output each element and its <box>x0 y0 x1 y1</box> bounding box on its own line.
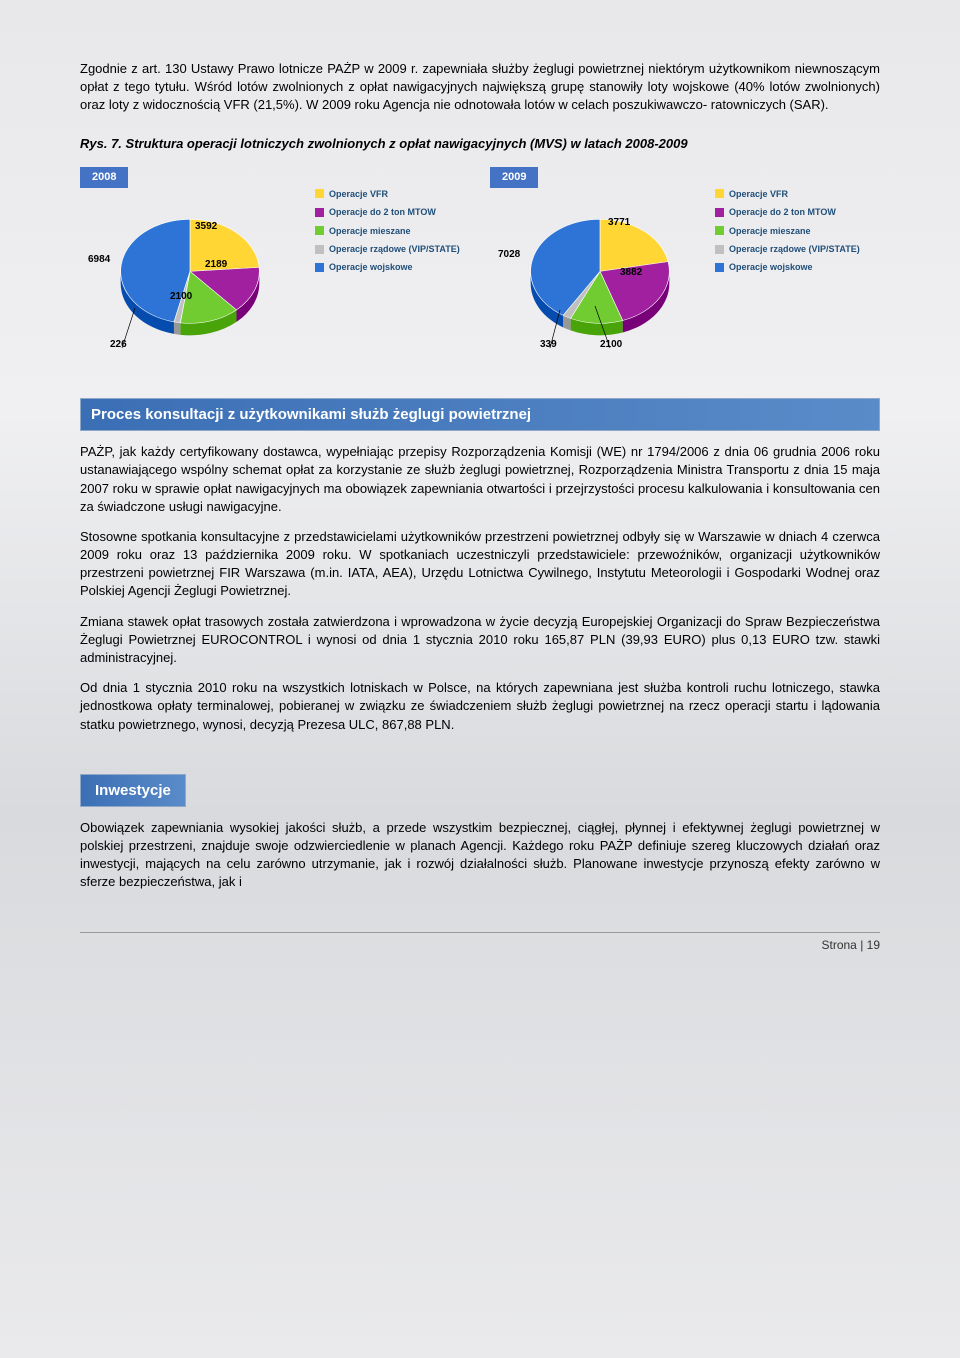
legend-item: Operacje wojskowe <box>315 260 460 274</box>
label-2008-wojskowe: 6984 <box>88 253 110 267</box>
label-2009-rzadowe: 339 <box>540 338 557 352</box>
page-footer: Strona | 19 <box>80 932 880 954</box>
intro-paragraph: Zgodnie z art. 130 Ustawy Prawo lotnicze… <box>80 60 880 115</box>
label-2009-mtow: 3882 <box>620 266 642 280</box>
legend-label: Operacje wojskowe <box>329 260 413 274</box>
legend-item: Operacje wojskowe <box>715 260 860 274</box>
legend-swatch <box>315 263 324 272</box>
legend-swatch <box>315 208 324 217</box>
legend-swatch <box>715 245 724 254</box>
section-heading-inwestycje: Inwestycje <box>80 774 186 807</box>
legend-item: Operacje VFR <box>715 187 860 201</box>
para-5: Obowiązek zapewniania wysokiej jakości s… <box>80 819 880 892</box>
label-2009-wojskowe: 7028 <box>498 248 520 262</box>
legend-label: Operacje do 2 ton MTOW <box>729 205 836 219</box>
legend-label: Operacje VFR <box>729 187 788 201</box>
legend-label: Operacje do 2 ton MTOW <box>329 205 436 219</box>
legend-swatch <box>315 189 324 198</box>
legend-item: Operacje rządowe (VIP/STATE) <box>715 242 860 256</box>
pie-2009: 7028 3771 3882 2100 339 <box>490 198 720 368</box>
section-heading-konsultacji: Proces konsultacji z użytkownikami służb… <box>80 398 880 431</box>
para-1: PAŻP, jak każdy certyfikowany dostawca, … <box>80 443 880 516</box>
legend-2009: Operacje VFR Operacje do 2 ton MTOW Operac… <box>715 187 860 279</box>
legend-swatch <box>715 189 724 198</box>
label-2009-mieszane: 2100 <box>600 338 622 352</box>
legend-label: Operacje rządowe (VIP/STATE) <box>329 242 460 256</box>
charts-row: 2008 6984 3592 2189 2100 226 Operacje VF… <box>80 167 880 368</box>
para-2: Stosowne spotkania konsultacyjne z przed… <box>80 528 880 601</box>
legend-item: Operacje mieszane <box>715 224 860 238</box>
legend-swatch <box>315 245 324 254</box>
legend-label: Operacje mieszane <box>329 224 411 238</box>
legend-item: Operacje do 2 ton MTOW <box>715 205 860 219</box>
label-2008-mtow: 2189 <box>205 258 227 272</box>
legend-swatch <box>715 263 724 272</box>
para-3: Zmiana stawek opłat trasowych została za… <box>80 613 880 668</box>
label-2009-vfr: 3771 <box>608 216 630 230</box>
legend-label: Operacje wojskowe <box>729 260 813 274</box>
chart-2008: 2008 6984 3592 2189 2100 226 Operacje VF… <box>80 167 470 368</box>
label-2008-mieszane: 2100 <box>170 290 192 304</box>
year-label-2008: 2008 <box>80 167 128 188</box>
label-2008-vfr: 3592 <box>195 220 217 234</box>
legend-label: Operacje VFR <box>329 187 388 201</box>
legend-label: Operacje mieszane <box>729 224 811 238</box>
legend-item: Operacje rządowe (VIP/STATE) <box>315 242 460 256</box>
label-2008-rzadowe: 226 <box>110 338 127 352</box>
legend-2008: Operacje VFR Operacje do 2 ton MTOW Operac… <box>315 187 460 279</box>
legend-swatch <box>315 226 324 235</box>
figure-title: Rys. 7. Struktura operacji lotniczych zw… <box>80 135 880 153</box>
pie-2008: 6984 3592 2189 2100 226 <box>80 198 310 368</box>
pie-svg-2009 <box>520 198 680 358</box>
legend-swatch <box>715 226 724 235</box>
para-4: Od dnia 1 stycznia 2010 roku na wszystki… <box>80 679 880 734</box>
legend-item: Operacje mieszane <box>315 224 460 238</box>
legend-swatch <box>715 208 724 217</box>
legend-label: Operacje rządowe (VIP/STATE) <box>729 242 860 256</box>
legend-item: Operacje VFR <box>315 187 460 201</box>
chart-2009: 2009 7028 3771 3882 2100 339 Operacje VF… <box>490 167 880 368</box>
pie-svg-2008 <box>110 198 270 358</box>
year-label-2009: 2009 <box>490 167 538 188</box>
legend-item: Operacje do 2 ton MTOW <box>315 205 460 219</box>
